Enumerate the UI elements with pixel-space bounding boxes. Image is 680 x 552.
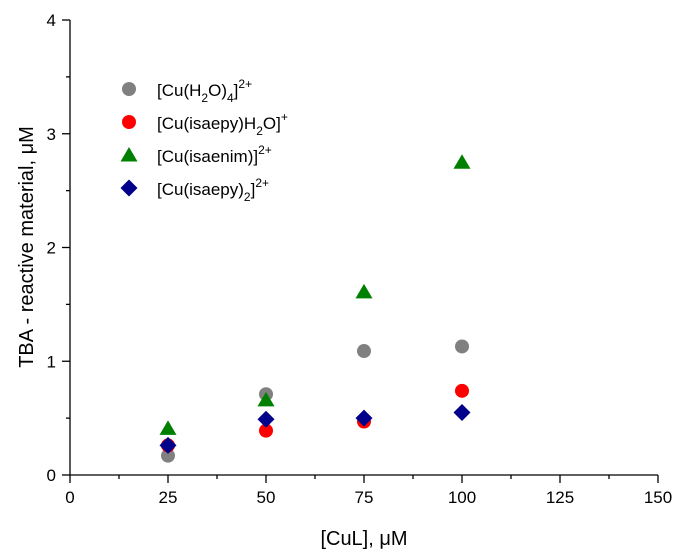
x-tick-label: 75 bbox=[355, 488, 374, 507]
legend-marker-1 bbox=[122, 82, 136, 96]
legend-marker-2 bbox=[122, 115, 136, 129]
legend-label-part: O) bbox=[208, 81, 227, 100]
x-tick-label: 0 bbox=[65, 488, 74, 507]
legend-label-part: 2 bbox=[244, 190, 251, 204]
x-tick-label: 50 bbox=[257, 488, 276, 507]
legend-label-part: 2+ bbox=[238, 77, 252, 91]
series-4-point bbox=[257, 410, 275, 428]
x-tick-label: 100 bbox=[448, 488, 476, 507]
y-axis-title: TBA - reactive material, μM bbox=[16, 126, 38, 368]
y-tick-label: 1 bbox=[47, 352, 56, 371]
y-tick-label: 3 bbox=[47, 125, 56, 144]
legend-label-part: 4 bbox=[227, 91, 234, 105]
legend: [Cu(H2​O)4​]2+​[Cu(isaepy)H2​O]+​[Cu(isa… bbox=[120, 77, 288, 204]
legend-label-part: ] bbox=[234, 81, 239, 100]
legend-label-2: [Cu(isaepy)H2​O]+​ bbox=[157, 110, 288, 138]
legend-label-part: 2 bbox=[201, 91, 208, 105]
legend-label-part: 2 bbox=[256, 124, 263, 138]
legend-label-part: O] bbox=[263, 114, 281, 133]
x-tick-label: 25 bbox=[159, 488, 178, 507]
legend-marker-3 bbox=[120, 147, 138, 162]
legend-label-part: 2+ bbox=[255, 176, 269, 190]
x-axis-title: [CuL], μM bbox=[320, 528, 407, 550]
legend-label-1: [Cu(H2​O)4​]2+​ bbox=[157, 77, 252, 105]
x-tick-label: 150 bbox=[644, 488, 672, 507]
series-2-point bbox=[455, 383, 469, 398]
series-4-point bbox=[159, 436, 177, 454]
legend-label-part: [Cu(isaenim)] bbox=[157, 147, 258, 166]
legend-label-part: 2+ bbox=[258, 143, 272, 157]
legend-label-part: + bbox=[281, 110, 288, 124]
series-4-point bbox=[453, 403, 471, 421]
y-tick-label: 0 bbox=[47, 466, 56, 485]
legend-label-part: ] bbox=[251, 180, 256, 199]
y-tick-label: 2 bbox=[47, 239, 56, 258]
legend-label-part: [Cu(H bbox=[157, 81, 201, 100]
series-4-point bbox=[355, 409, 373, 427]
series-3-point bbox=[355, 283, 373, 299]
series-3-point bbox=[159, 420, 177, 435]
legend-label-part: [Cu(isaepy)H bbox=[157, 114, 256, 133]
x-tick-label: 125 bbox=[546, 488, 574, 507]
y-tick-label: 4 bbox=[47, 11, 56, 30]
series-3-point bbox=[453, 154, 471, 169]
series-3-point bbox=[257, 391, 275, 407]
series-2-point bbox=[259, 423, 273, 438]
series-1-point bbox=[357, 344, 371, 359]
legend-label-4: [Cu(isaepy)2​]2+​ bbox=[157, 176, 269, 204]
legend-marker-4 bbox=[120, 179, 138, 197]
series-1-point bbox=[161, 448, 175, 463]
series-1-point bbox=[455, 339, 469, 354]
data-marks bbox=[159, 154, 471, 463]
axis-ticks: 0 25 50 75 100 125 150 0 1 2 3 4 bbox=[47, 11, 673, 507]
legend-label-part: [Cu(isaepy) bbox=[157, 180, 244, 199]
legend-label-3: [Cu(isaenim)]2+​ bbox=[157, 143, 272, 166]
